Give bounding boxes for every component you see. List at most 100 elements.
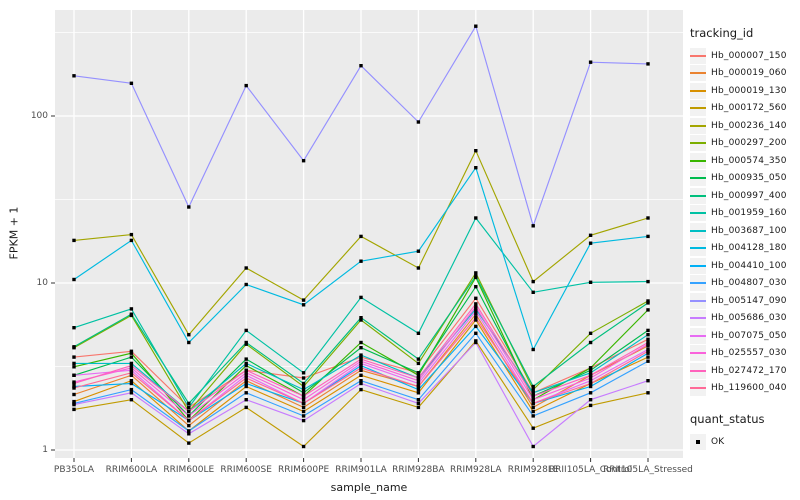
point-Hb_025557_030 (301, 398, 306, 402)
point-Hb_005147_090 (129, 81, 134, 85)
point-Hb_119600_040 (531, 401, 535, 406)
legend-key-Hb_000019_130 (690, 82, 706, 99)
point-Hb_005686_030 (646, 379, 650, 383)
point-Hb_119600_040 (301, 401, 306, 406)
x-tick-label-RRIM600LE: RRIM600LE (163, 465, 215, 475)
point-Hb_000935_050 (646, 328, 650, 333)
point-Hb_004410_100 (474, 324, 478, 329)
point-Hb_119600_040 (187, 418, 191, 423)
legend-key-Hb_025557_030 (690, 345, 706, 362)
point-Hb_000019_130 (129, 379, 134, 383)
point-Hb_000236_140 (474, 149, 478, 153)
point-Hb_005147_090 (474, 24, 478, 28)
legend-item-Hb_003687_100: Hb_003687_100 (690, 222, 798, 240)
legend-key-Hb_005686_030 (690, 310, 706, 327)
point-Hb_000297_200 (646, 299, 650, 303)
point-Hb_005147_090 (588, 60, 593, 64)
y-tick-label-10: 10 (36, 277, 48, 288)
legend-line-swatch (690, 177, 706, 180)
legend-item-Hb_004807_030: Hb_004807_030 (690, 275, 798, 293)
y-tick-label-100: 100 (30, 110, 48, 121)
point-Hb_000574_350 (646, 308, 650, 312)
point-Hb_000935_050 (129, 355, 134, 359)
point-Hb_001959_160 (72, 326, 76, 330)
point-Hb_001959_160 (359, 295, 363, 300)
point-Hb_005686_030 (474, 340, 478, 345)
point-Hb_004128_180 (416, 249, 421, 253)
point-Hb_000997_400 (187, 401, 191, 406)
legend-label-Hb_004807_030: Hb_004807_030 (711, 278, 787, 289)
legend-line-swatch (690, 282, 706, 285)
point-Hb_000172_560 (416, 405, 421, 410)
point-Hb_000997_400 (474, 274, 478, 278)
point-Hb_025557_030 (359, 359, 363, 363)
legend-label-Hb_005147_090: Hb_005147_090 (711, 295, 787, 306)
point-Hb_027472_170 (474, 302, 478, 306)
point-Hb_005147_090 (301, 159, 306, 163)
point-Hb_000019_130 (301, 409, 306, 414)
point-Hb_000297_200 (301, 384, 306, 389)
point-Hb_000574_350 (359, 340, 363, 345)
point-Hb_000236_140 (72, 238, 76, 243)
x-tick-label-RRIM600PE: RRIM600PE (277, 465, 330, 475)
point-Hb_000236_140 (301, 298, 306, 302)
point-Hb_000297_200 (359, 318, 363, 322)
point-Hb_004807_030 (474, 331, 478, 335)
point-Hb_119600_040 (474, 316, 478, 320)
point-Hb_025557_030 (129, 366, 134, 370)
legend-line-swatch (690, 72, 706, 75)
point-Hb_004807_030 (244, 391, 248, 395)
point-Hb_004128_180 (646, 234, 650, 239)
point-Hb_000172_560 (129, 398, 134, 402)
point-Hb_000574_350 (129, 351, 134, 355)
x-tick-label-RRIM928LE: RRIM928LE (507, 465, 559, 475)
point-Hb_000236_140 (531, 279, 535, 284)
point-Hb_025557_030 (187, 414, 191, 418)
legend-label-Hb_003687_100: Hb_003687_100 (711, 225, 787, 236)
point-Hb_005686_030 (416, 401, 421, 406)
legend-item-Hb_000236_140: Hb_000236_140 (690, 117, 798, 135)
point-Hb_001959_160 (416, 331, 421, 335)
legend-label-Hb_000574_350: Hb_000574_350 (711, 155, 787, 166)
legend-key-Hb_004410_100 (690, 257, 706, 274)
x-tick-label-RRIM600SE: RRIM600SE (220, 465, 272, 475)
legend-label-Hb_004410_100: Hb_004410_100 (711, 260, 787, 271)
point-Hb_119600_040 (646, 349, 650, 353)
point-Hb_001959_160 (531, 290, 535, 294)
point-Hb_005686_030 (244, 398, 248, 402)
point-Hb_000997_400 (244, 340, 248, 345)
point-Hb_004807_030 (129, 387, 134, 392)
legend-line-swatch (690, 107, 706, 110)
point-Hb_000019_060 (129, 373, 134, 377)
point-Hb_027472_170 (416, 376, 421, 380)
y-axis-title: FPKM + 1 (7, 206, 21, 260)
point-Hb_004128_180 (588, 241, 593, 245)
legend-label-Hb_000935_050: Hb_000935_050 (711, 173, 787, 184)
legend-key-Hb_000172_560 (690, 100, 706, 117)
legend-line-swatch (690, 212, 706, 215)
point-Hb_000172_560 (244, 405, 248, 410)
x-tick-label-RRIM928LA: RRIM928LA (450, 465, 502, 475)
point-Hb_000935_050 (244, 357, 248, 361)
point-Hb_000172_560 (72, 407, 76, 412)
y-tick-label-1: 1 (42, 444, 48, 455)
point-Hb_000019_130 (474, 318, 478, 322)
point-Hb_000297_200 (244, 342, 248, 346)
point-Hb_000236_140 (416, 266, 421, 270)
legend-key-Hb_027472_170 (690, 362, 706, 379)
legend-item-Hb_000997_400: Hb_000997_400 (690, 187, 798, 205)
legend-title-tracking-id: tracking_id (690, 26, 754, 40)
point-Hb_000997_400 (129, 312, 134, 316)
point-Hb_000997_400 (72, 345, 76, 349)
point-Hb_005147_090 (531, 224, 535, 228)
legend-item-Hb_001959_160: Hb_001959_160 (690, 205, 798, 223)
legend-key-Hb_000236_140 (690, 117, 706, 134)
point-Hb_000007_150 (301, 376, 306, 380)
point-Hb_000297_200 (474, 271, 478, 275)
legend-label-Hb_000997_400: Hb_000997_400 (711, 190, 787, 201)
legend-item-Hb_004410_100: Hb_004410_100 (690, 257, 798, 275)
point-Hb_007075_050 (646, 347, 650, 352)
point-Hb_004807_030 (416, 398, 421, 402)
point-Hb_004807_030 (531, 414, 535, 418)
